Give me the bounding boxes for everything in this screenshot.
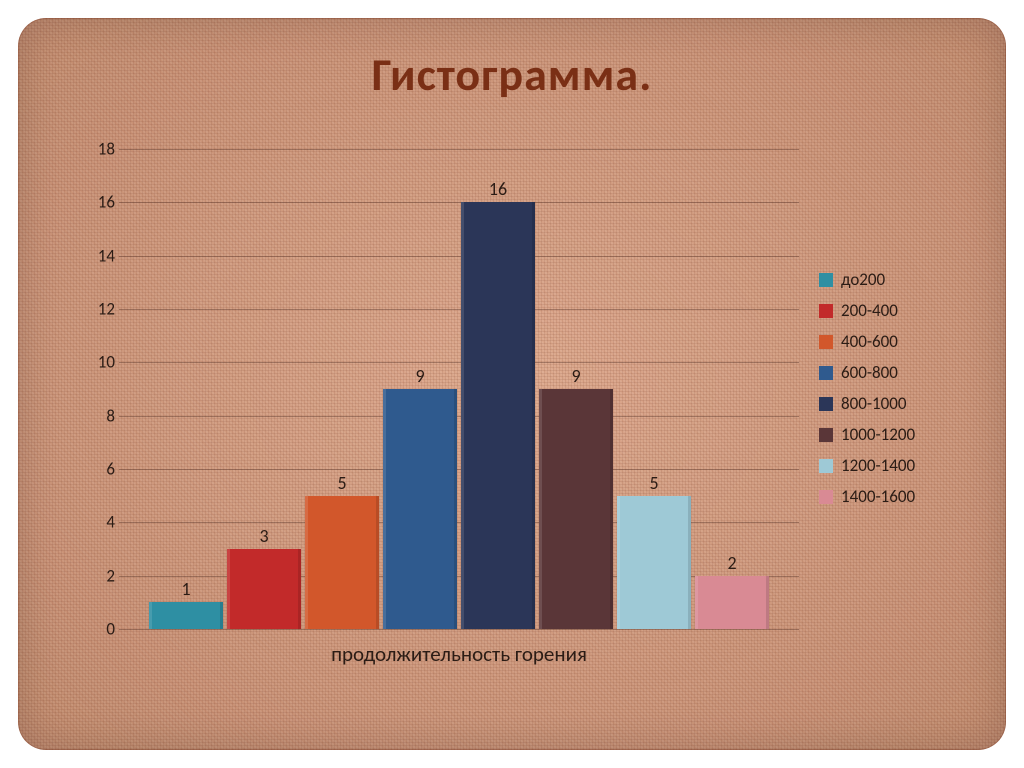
legend-swatch (819, 304, 833, 318)
x-axis-label: продолжительность горения (119, 641, 799, 667)
y-tick-label: 14 (85, 245, 115, 266)
y-tick-label: 8 (85, 405, 115, 426)
legend-swatch (819, 490, 833, 504)
bar-column: 3 (225, 149, 303, 629)
legend-label: 1400-1600 (841, 486, 915, 507)
bar (539, 389, 613, 629)
y-tick-label: 10 (85, 352, 115, 373)
bar-value-label: 9 (415, 365, 424, 387)
y-tick-label: 16 (85, 192, 115, 213)
legend-label: 1000-1200 (841, 424, 915, 445)
y-tick-label: 2 (85, 565, 115, 586)
gridline (119, 629, 799, 630)
bar-value-label: 9 (571, 365, 580, 387)
bar-value-label: 3 (259, 525, 268, 547)
bar (149, 602, 223, 629)
bar-value-label: 16 (489, 178, 507, 200)
legend-swatch (819, 273, 833, 287)
bar-value-label: 1 (181, 578, 190, 600)
y-tick-label: 4 (85, 512, 115, 533)
slide-background: Гистограмма. 0 2 4 6 8 10 12 14 16 18 1 3 5 9 16 9 5 2 пр… (18, 18, 1006, 750)
legend-item: 1000-1200 (819, 424, 989, 445)
bar-value-label: 2 (727, 552, 736, 574)
legend-item: 800-1000 (819, 393, 989, 414)
bar-column: 9 (381, 149, 459, 629)
legend: до200 200-400 400-600 600-800 800-1000 1000-1… (819, 269, 989, 517)
legend-swatch (819, 459, 833, 473)
bars-container: 1 3 5 9 16 9 5 2 (119, 149, 799, 629)
y-tick-label: 12 (85, 299, 115, 320)
slide: Гистограмма. 0 2 4 6 8 10 12 14 16 18 1 3 5 9 16 9 5 2 пр… (0, 0, 1024, 768)
legend-label: 200-400 (841, 300, 898, 321)
y-tick-label: 0 (85, 619, 115, 640)
bar-column: 5 (615, 149, 693, 629)
bar-column: 1 (147, 149, 225, 629)
bar-column: 2 (693, 149, 771, 629)
chart: 024681012141618135916952 продолжительнос… (79, 149, 949, 699)
legend-item: 400-600 (819, 331, 989, 352)
bar-value-label: 5 (337, 472, 346, 494)
legend-item: до200 (819, 269, 989, 290)
bar (695, 576, 769, 629)
legend-item: 1200-1400 (819, 455, 989, 476)
legend-item: 600-800 (819, 362, 989, 383)
bar (461, 202, 535, 629)
bar-column: 16 (459, 149, 537, 629)
legend-swatch (819, 397, 833, 411)
legend-label: 1200-1400 (841, 455, 915, 476)
bar (617, 496, 691, 629)
legend-label: до200 (841, 269, 885, 290)
legend-swatch (819, 335, 833, 349)
bar-column: 5 (303, 149, 381, 629)
bar-value-label: 5 (649, 472, 658, 494)
plot-area: 024681012141618135916952 (119, 149, 799, 629)
legend-label: 400-600 (841, 331, 898, 352)
legend-label: 600-800 (841, 362, 898, 383)
legend-item: 1400-1600 (819, 486, 989, 507)
legend-item: 200-400 (819, 300, 989, 321)
y-tick-label: 18 (85, 139, 115, 160)
bar (227, 549, 301, 629)
legend-swatch (819, 428, 833, 442)
legend-label: 800-1000 (841, 393, 907, 414)
chart-title: Гистограмма. (19, 47, 1005, 103)
y-tick-label: 6 (85, 459, 115, 480)
legend-swatch (819, 366, 833, 380)
bar-column: 9 (537, 149, 615, 629)
bar (305, 496, 379, 629)
bar (383, 389, 457, 629)
